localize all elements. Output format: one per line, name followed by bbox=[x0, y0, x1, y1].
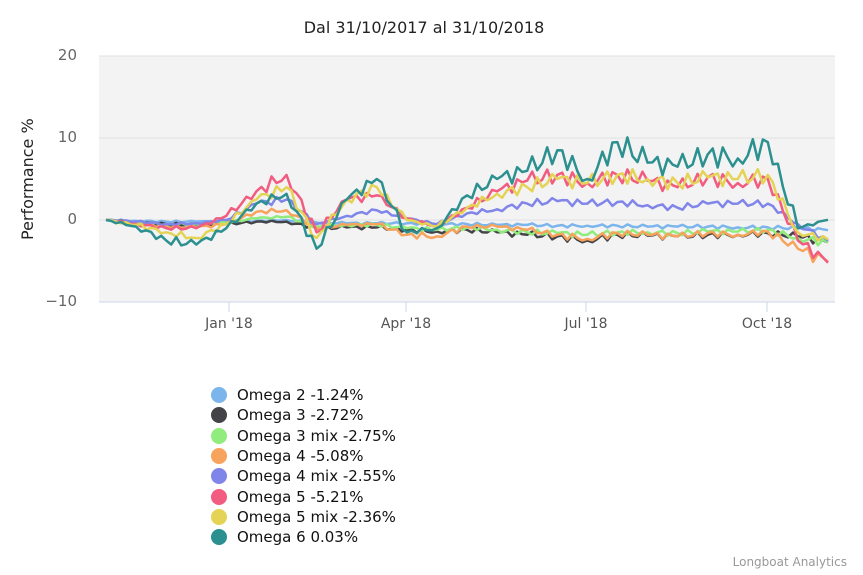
legend-label: Omega 3 mix -2.75% bbox=[237, 426, 396, 445]
legend-item-omega-5-mix[interactable]: Omega 5 mix -2.36% bbox=[211, 507, 396, 527]
legend-label: Omega 6 0.03% bbox=[237, 528, 359, 547]
legend-label: Omega 3 -2.72% bbox=[237, 406, 364, 425]
y-tick-0: 0 bbox=[67, 210, 77, 228]
legend-dot-icon bbox=[211, 508, 227, 525]
x-tick-apr: Apr '18 bbox=[380, 316, 432, 332]
legend-item-omega-2[interactable]: Omega 2 -1.24% bbox=[211, 385, 396, 405]
legend-label: Omega 2 -1.24% bbox=[237, 386, 364, 405]
series-line-omega-6[interactable] bbox=[105, 136, 829, 250]
chart-title: Dal 31/10/2017 al 31/10/2018 bbox=[303, 18, 545, 37]
x-tick-oct: Oct '18 bbox=[741, 316, 793, 332]
y-tick-10: 10 bbox=[57, 128, 77, 146]
legend-item-omega-6[interactable]: Omega 6 0.03% bbox=[211, 527, 396, 547]
legend-label: Omega 5 mix -2.36% bbox=[237, 507, 396, 526]
x-tick-jul: Jul '18 bbox=[564, 316, 608, 332]
credits-link[interactable]: Longboat Analytics bbox=[732, 555, 847, 569]
y-tick-minus-10: −10 bbox=[45, 292, 77, 310]
legend-dot-icon bbox=[211, 407, 227, 424]
legend-dot-icon bbox=[211, 427, 227, 444]
legend: Omega 2 -1.24% Omega 3 -2.72% Omega 3 mi… bbox=[211, 385, 396, 547]
y-tick-20: 20 bbox=[57, 46, 77, 64]
legend-label: Omega 4 mix -2.55% bbox=[237, 467, 396, 486]
x-tick-jan: Jan '18 bbox=[205, 316, 253, 332]
plot-background bbox=[99, 56, 835, 302]
legend-label: Omega 4 -5.08% bbox=[237, 447, 364, 466]
legend-item-omega-3-mix[interactable]: Omega 3 mix -2.75% bbox=[211, 426, 396, 446]
legend-item-omega-3[interactable]: Omega 3 -2.72% bbox=[211, 405, 396, 425]
legend-item-omega-5[interactable]: Omega 5 -5.21% bbox=[211, 486, 396, 506]
legend-item-omega-4-mix[interactable]: Omega 4 mix -2.55% bbox=[211, 466, 396, 486]
legend-dot-icon bbox=[211, 448, 227, 465]
legend-dot-icon bbox=[211, 488, 227, 505]
series-line-omega-4-mix[interactable] bbox=[105, 195, 829, 242]
legend-dot-icon bbox=[211, 529, 227, 546]
legend-label: Omega 5 -5.21% bbox=[237, 487, 364, 506]
legend-item-omega-4[interactable]: Omega 4 -5.08% bbox=[211, 446, 396, 466]
legend-dot-icon bbox=[211, 387, 227, 404]
legend-dot-icon bbox=[211, 468, 227, 485]
series-lines bbox=[105, 136, 829, 264]
series-line-omega-5-mix[interactable] bbox=[105, 167, 829, 242]
